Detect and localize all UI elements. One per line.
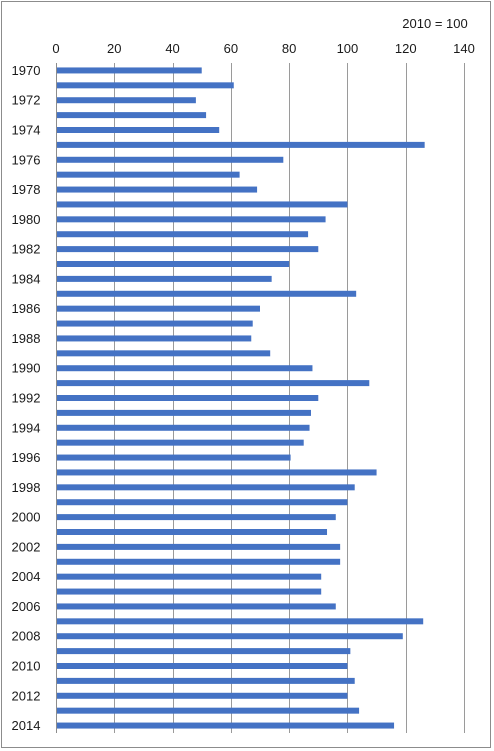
category-label-1996: 1996 bbox=[12, 450, 41, 465]
bar-1970 bbox=[57, 67, 202, 74]
category-label-1994: 1994 bbox=[12, 420, 41, 435]
category-label-1980: 1980 bbox=[12, 212, 41, 227]
category-label-1982: 1982 bbox=[12, 242, 41, 257]
category-labels: 1970 1972 1974 1976 1978 1980 1982 1984 1986 1988… bbox=[12, 63, 41, 733]
bar-1996 bbox=[57, 454, 291, 461]
x-tick-label: 80 bbox=[282, 41, 296, 56]
bar-1984 bbox=[57, 275, 272, 282]
category-label-1992: 1992 bbox=[12, 391, 41, 406]
bar-2012 bbox=[57, 692, 348, 699]
x-tick-label: 40 bbox=[165, 41, 179, 56]
bar-1979 bbox=[57, 201, 348, 208]
category-label-2000: 2000 bbox=[12, 510, 41, 525]
category-label-1984: 1984 bbox=[12, 271, 41, 286]
bar-2002 bbox=[57, 543, 341, 550]
bar-1977 bbox=[57, 171, 240, 178]
category-label-2010: 2010 bbox=[12, 659, 41, 674]
bar-1988 bbox=[57, 335, 252, 342]
category-label-2006: 2006 bbox=[12, 599, 41, 614]
bar-1997 bbox=[57, 469, 377, 476]
bar-1972 bbox=[57, 97, 196, 104]
x-tick-label: 0 bbox=[52, 41, 59, 56]
bar-1989 bbox=[57, 350, 271, 357]
x-tick-label: 140 bbox=[453, 41, 475, 56]
x-tick-label: 60 bbox=[224, 41, 238, 56]
category-label-1976: 1976 bbox=[12, 152, 41, 167]
category-label-2014: 2014 bbox=[12, 718, 41, 733]
category-label-1990: 1990 bbox=[12, 361, 41, 376]
bar-1982 bbox=[57, 246, 319, 253]
bar-2006 bbox=[57, 603, 336, 610]
bars bbox=[57, 67, 425, 729]
bar-2011 bbox=[57, 677, 355, 684]
bar-2000 bbox=[57, 514, 336, 521]
bar-1987 bbox=[57, 320, 253, 327]
bar-1974 bbox=[57, 127, 220, 133]
bar-1993 bbox=[57, 409, 311, 416]
bar-1981 bbox=[57, 231, 309, 238]
bar-2001 bbox=[57, 529, 328, 535]
category-label-1974: 1974 bbox=[12, 123, 41, 138]
x-tick-label: 120 bbox=[395, 41, 417, 56]
category-label-2012: 2012 bbox=[12, 688, 41, 703]
bar-2008 bbox=[57, 633, 403, 640]
bar-1980 bbox=[57, 216, 326, 223]
x-tick-label: 100 bbox=[337, 41, 359, 56]
bar-1978 bbox=[57, 186, 258, 193]
category-label-1998: 1998 bbox=[12, 480, 41, 495]
bar-2003 bbox=[57, 558, 341, 565]
bar-1985 bbox=[57, 290, 357, 297]
bar-2007 bbox=[57, 618, 424, 625]
category-label-2008: 2008 bbox=[12, 629, 41, 644]
category-label-2004: 2004 bbox=[12, 569, 41, 584]
x-tick-labels: 0 20 40 60 80 100 120 140 bbox=[52, 41, 474, 56]
bar-1991 bbox=[57, 380, 370, 387]
base-year-note: 2010 = 100 bbox=[402, 16, 467, 31]
bar-1998 bbox=[57, 484, 355, 491]
category-label-1986: 1986 bbox=[12, 301, 41, 316]
bar-1995 bbox=[57, 439, 304, 446]
bar-1986 bbox=[57, 305, 260, 312]
category-label-2002: 2002 bbox=[12, 539, 41, 554]
bar-2014 bbox=[57, 722, 395, 729]
bar-1992 bbox=[57, 395, 319, 401]
bar-1994 bbox=[57, 424, 310, 431]
bar-1983 bbox=[57, 261, 290, 267]
bar-2013 bbox=[57, 707, 360, 714]
bar-1973 bbox=[57, 112, 207, 119]
bar-1990 bbox=[57, 365, 313, 372]
bar-2010 bbox=[57, 663, 348, 669]
bar-2005 bbox=[57, 588, 322, 595]
category-label-1988: 1988 bbox=[12, 331, 41, 346]
bar-1975 bbox=[57, 141, 425, 148]
bar-2004 bbox=[57, 573, 322, 580]
bar-1971 bbox=[57, 82, 234, 89]
bar-1999 bbox=[57, 499, 348, 506]
bar-2009 bbox=[57, 648, 351, 655]
bar-1976 bbox=[57, 156, 284, 163]
category-label-1970: 1970 bbox=[12, 63, 41, 78]
category-label-1972: 1972 bbox=[12, 93, 41, 108]
category-label-1978: 1978 bbox=[12, 182, 41, 197]
x-tick-label: 20 bbox=[107, 41, 121, 56]
